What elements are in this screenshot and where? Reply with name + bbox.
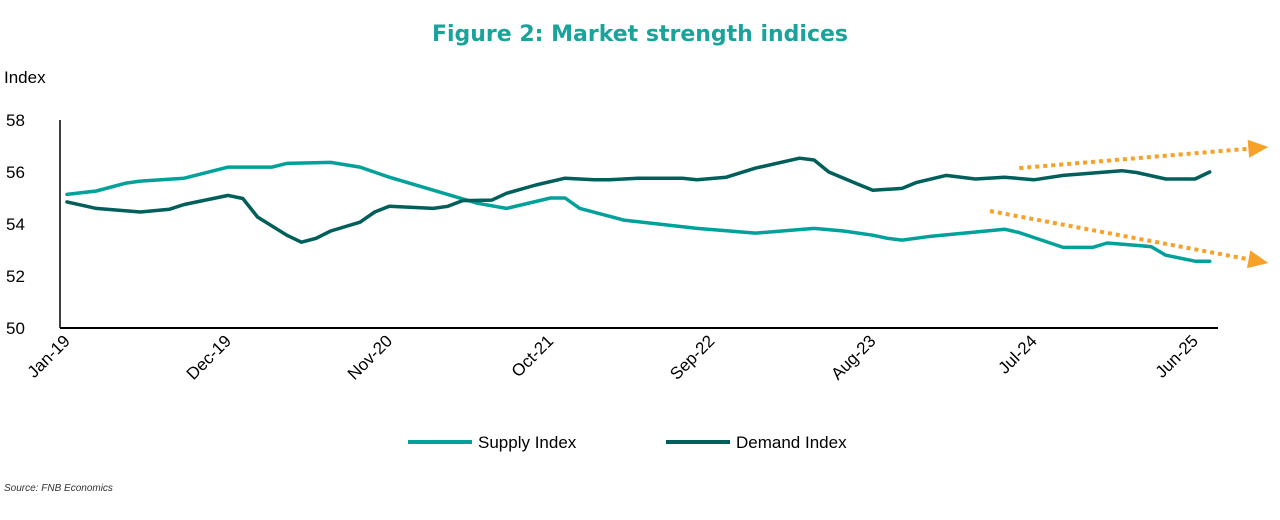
y-tick-label: 58 <box>6 111 25 130</box>
x-tick-label: Oct-21 <box>508 331 558 381</box>
trend-arrow-head <box>1246 250 1269 269</box>
trend-arrow-line <box>989 209 1250 262</box>
legend-label: Demand Index <box>736 433 847 452</box>
x-tick-label: Nov-20 <box>344 331 396 383</box>
source-note: Source: FNB Economics <box>4 483 113 494</box>
legend: Supply Index Demand Index <box>408 433 847 452</box>
legend-label: Supply Index <box>478 433 577 452</box>
x-tick-label: Aug-23 <box>827 331 879 383</box>
y-tick-label: 50 <box>6 319 25 338</box>
series-line-supply-index <box>65 160 1212 263</box>
x-tick-label: Jun-25 <box>1152 331 1202 381</box>
series-line-demand-index <box>65 156 1212 244</box>
y-axis-label: Index <box>4 68 46 87</box>
x-tick-label: Jan-19 <box>24 331 74 381</box>
y-tick-label: 54 <box>6 215 25 234</box>
x-tick-label: Dec-19 <box>183 331 235 383</box>
trend-arrow-line <box>1019 146 1249 171</box>
x-tick-label: Sep-22 <box>666 331 718 383</box>
trend-arrow-head <box>1247 139 1269 158</box>
x-tick-label: Jul-24 <box>995 331 1041 377</box>
y-tick-label: 56 <box>6 163 25 182</box>
y-tick-label: 52 <box>6 267 25 286</box>
chart-title: Figure 2: Market strength indices <box>432 22 848 47</box>
